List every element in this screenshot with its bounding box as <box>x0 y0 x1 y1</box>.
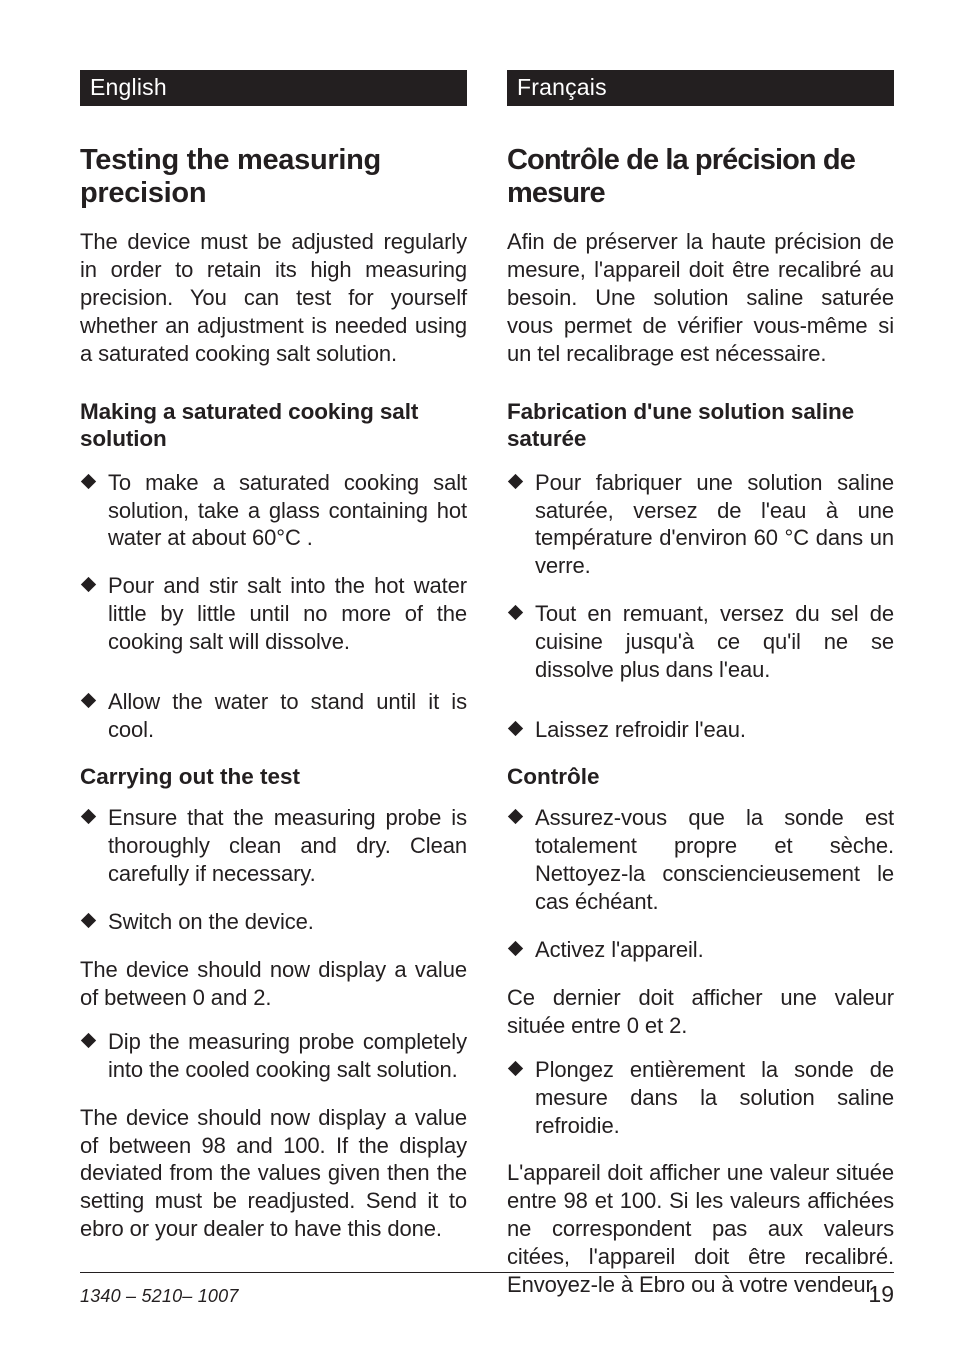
diamond-icon <box>80 692 97 709</box>
list-item: Switch on the device. <box>80 908 467 936</box>
list-item: Assurez-vous que la sonde est totalement… <box>507 804 894 916</box>
list-test-fr: Assurez-vous que la sonde est totalement… <box>507 804 894 964</box>
column-english: English Testing the measuring precision … <box>80 70 467 1315</box>
list-text: Assurez-vous que la sonde est totalement… <box>535 805 894 914</box>
list-text: Pour and stir salt into the hot water li… <box>108 573 467 654</box>
list-item: Plongez entièrement la sonde de mesure d… <box>507 1056 894 1140</box>
page-footer: 1340 – 5210– 1007 19 <box>80 1272 894 1308</box>
spacer <box>507 704 894 716</box>
list-item: Dip the measuring probe completely into … <box>80 1028 467 1084</box>
diamond-icon <box>507 473 524 490</box>
paragraph-fr: Ce dernier doit afficher une valeur situ… <box>507 984 894 1040</box>
list-text: Allow the water to stand until it is coo… <box>108 689 467 742</box>
heading-main-en: Testing the measuring precision <box>80 144 467 210</box>
list-text: Laissez refroidir l'eau. <box>535 717 746 742</box>
two-column-layout: English Testing the measuring precision … <box>80 70 894 1315</box>
list-text: Activez l'appareil. <box>535 937 704 962</box>
list-text: Dip the measuring probe completely into … <box>108 1029 467 1082</box>
diamond-icon <box>80 576 97 593</box>
list-item: Activez l'appareil. <box>507 936 894 964</box>
list-solution-en-2: Allow the water to stand until it is coo… <box>80 688 467 744</box>
list-text: Ensure that the measuring probe is thoro… <box>108 805 467 886</box>
list-test-en: Ensure that the measuring probe is thoro… <box>80 804 467 936</box>
language-band-english: English <box>80 70 467 106</box>
list-text: Tout en remuant, versez du sel de cuisin… <box>535 601 894 682</box>
spacer <box>80 676 467 688</box>
list-item: To make a saturated cooking salt solutio… <box>80 469 467 553</box>
diamond-icon <box>80 473 97 490</box>
heading-solution-en: Making a saturated cooking salt solution <box>80 398 467 453</box>
diamond-icon <box>507 1060 524 1077</box>
diamond-icon <box>507 604 524 621</box>
paragraph-en: The device should now display a value of… <box>80 1104 467 1244</box>
heading-test-en: Carrying out the test <box>80 764 467 790</box>
language-band-francais: Français <box>507 70 894 106</box>
list-text: To make a saturated cooking salt solutio… <box>108 470 467 551</box>
list-dip-fr: Plongez entièrement la sonde de mesure d… <box>507 1056 894 1140</box>
list-item: Pour and stir salt into the hot water li… <box>80 572 467 656</box>
intro-paragraph-en: The device must be adjusted regularly in… <box>80 228 467 368</box>
list-text: Plongez entièrement la sonde de mesure d… <box>535 1057 894 1138</box>
list-solution-en: To make a saturated cooking salt solutio… <box>80 469 467 657</box>
heading-solution-fr: Fabrication d'une solution saline saturé… <box>507 398 894 453</box>
diamond-icon <box>80 808 97 825</box>
diamond-icon <box>507 940 524 957</box>
list-text: Pour fabriquer une solution saline satur… <box>535 470 894 579</box>
list-item: Ensure that the measuring probe is thoro… <box>80 804 467 888</box>
list-item: Laissez refroidir l'eau. <box>507 716 894 744</box>
heading-test-fr: Contrôle <box>507 764 894 790</box>
intro-paragraph-fr: Afin de préserver la haute précision de … <box>507 228 894 368</box>
list-item: Allow the water to stand until it is coo… <box>80 688 467 744</box>
diamond-icon <box>507 808 524 825</box>
diamond-icon <box>80 1032 97 1049</box>
column-francais: Français Contrôle de la précision de mes… <box>507 70 894 1315</box>
list-solution-fr-2: Laissez refroidir l'eau. <box>507 716 894 744</box>
paragraph-en: The device should now display a value of… <box>80 956 467 1012</box>
list-solution-fr: Pour fabriquer une solution saline satur… <box>507 469 894 685</box>
footer-page-number: 19 <box>868 1281 894 1308</box>
list-text: Switch on the device. <box>108 909 314 934</box>
list-dip-en: Dip the measuring probe completely into … <box>80 1028 467 1084</box>
list-item: Tout en remuant, versez du sel de cuisin… <box>507 600 894 684</box>
heading-main-fr: Contrôle de la précision de mesure <box>507 144 894 210</box>
list-item: Pour fabriquer une solution saline satur… <box>507 469 894 581</box>
footer-doc-number: 1340 – 5210– 1007 <box>80 1286 239 1307</box>
diamond-icon <box>507 720 524 737</box>
diamond-icon <box>80 912 97 929</box>
